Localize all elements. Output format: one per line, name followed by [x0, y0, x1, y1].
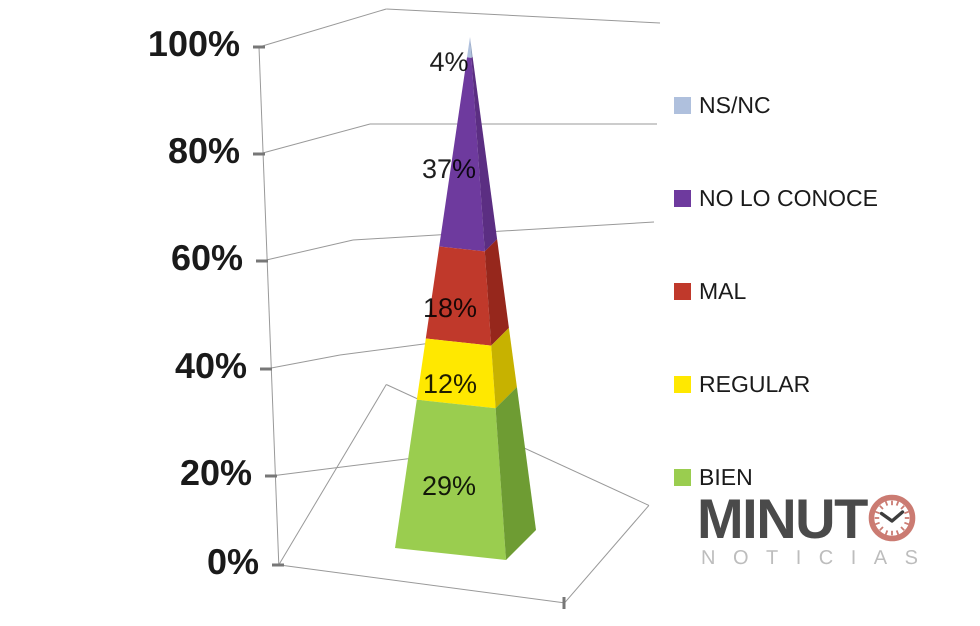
- svg-text:20%: 20%: [180, 452, 252, 493]
- svg-text:12%: 12%: [423, 369, 477, 399]
- svg-text:NOTICIAS: NOTICIAS: [701, 547, 935, 569]
- svg-text:MAL: MAL: [699, 278, 747, 304]
- svg-text:18%: 18%: [423, 293, 477, 323]
- svg-text:29%: 29%: [422, 471, 476, 501]
- svg-text:0%: 0%: [207, 541, 259, 582]
- svg-text:60%: 60%: [171, 237, 243, 278]
- svg-text:REGULAR: REGULAR: [699, 371, 810, 397]
- svg-text:80%: 80%: [168, 130, 240, 171]
- svg-text:NS/NC: NS/NC: [699, 92, 771, 118]
- svg-text:NO LO CONOCE: NO LO CONOCE: [699, 185, 878, 211]
- svg-text:MINUT: MINUT: [697, 487, 868, 550]
- svg-text:4%: 4%: [429, 47, 468, 77]
- svg-text:100%: 100%: [148, 23, 240, 64]
- svg-text:40%: 40%: [175, 345, 247, 386]
- svg-text:37%: 37%: [422, 154, 476, 184]
